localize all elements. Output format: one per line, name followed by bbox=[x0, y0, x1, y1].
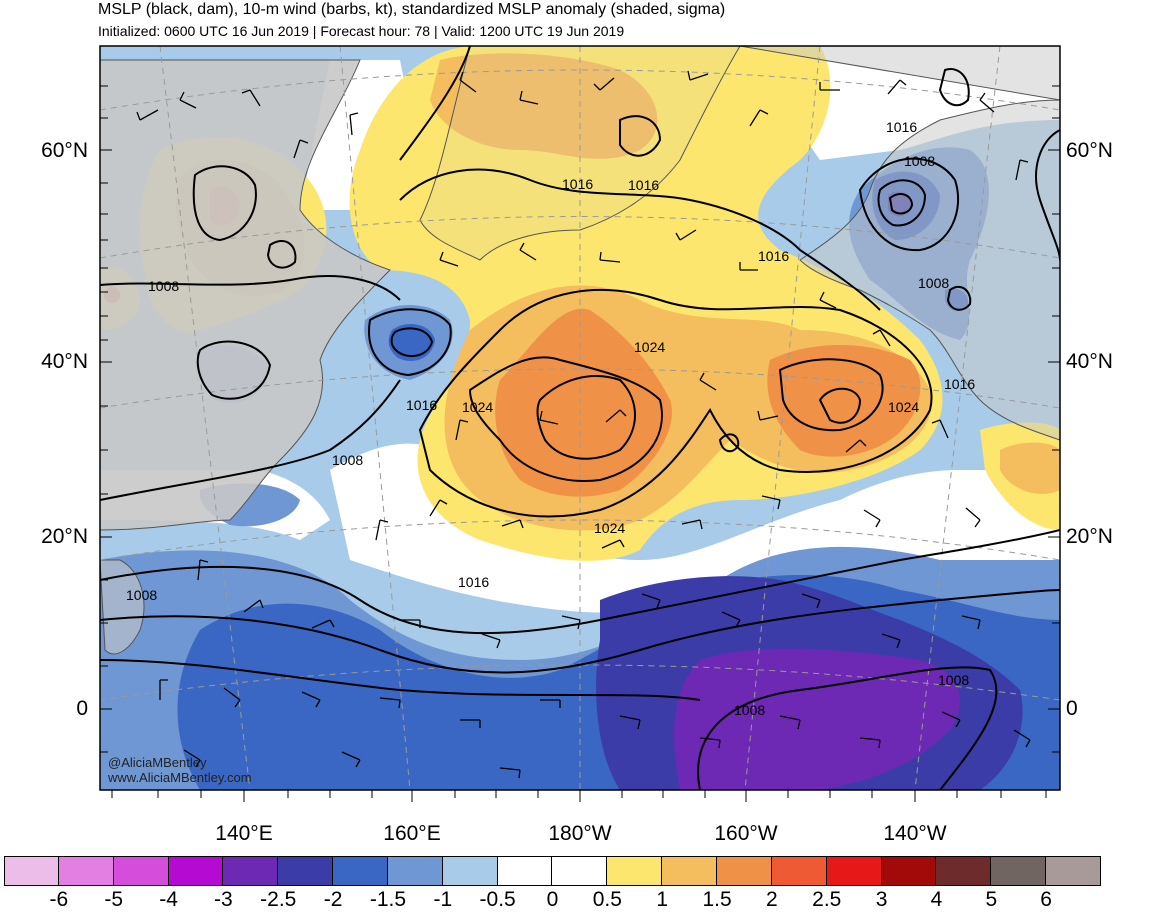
colorbar-label: 0 bbox=[546, 888, 559, 911]
colorbar-label: -1 bbox=[433, 888, 453, 911]
wind-barbs bbox=[136, 70, 1031, 779]
colorbar-label: 1.5 bbox=[702, 888, 732, 911]
lon-label: 140°E bbox=[215, 822, 273, 845]
colorbar-label: -1.5 bbox=[369, 888, 407, 911]
lat-label-left: 40°N bbox=[41, 350, 88, 373]
colorbar-label: 4 bbox=[930, 888, 943, 911]
lat-label-right: 60°N bbox=[1066, 139, 1113, 162]
colorbar-label: -3 bbox=[214, 888, 233, 911]
colorbar-label: 2.5 bbox=[812, 888, 842, 911]
negative-anomaly-purple bbox=[674, 648, 960, 790]
lon-label: 160°W bbox=[714, 822, 778, 845]
credit-handle: @AliciaMBentley bbox=[108, 755, 207, 770]
chart-title: MSLP (black, dam), 10-m wind (barbs, kt)… bbox=[98, 1, 726, 18]
colorbar-swatch bbox=[497, 856, 553, 886]
colorbar-label: 5 bbox=[985, 888, 998, 911]
colorbar-label: -6 bbox=[49, 888, 69, 911]
colorbar-swatch bbox=[223, 856, 279, 886]
colorbar-swatch bbox=[168, 856, 224, 886]
colorbar-label: 0.5 bbox=[592, 888, 622, 911]
isobar-labels: 1016 1016 1016 1008 1008 1008 1008 1016 … bbox=[126, 119, 975, 718]
isobar-label: 1016 bbox=[886, 119, 917, 135]
isobar-label: 1024 bbox=[462, 399, 493, 415]
colorbar-swatch bbox=[771, 856, 827, 886]
isobar-label: 1016 bbox=[406, 397, 437, 413]
colorbar-swatch bbox=[333, 856, 388, 886]
colorbar-swatch bbox=[387, 856, 443, 886]
lat-label-left: 0 bbox=[76, 697, 88, 720]
lat-label-right: 0 bbox=[1066, 697, 1078, 720]
colorbar-swatch bbox=[936, 856, 992, 886]
colorbar-label: 6 bbox=[1040, 888, 1052, 911]
colorbar bbox=[4, 856, 1101, 886]
isobar-label: 1016 bbox=[628, 177, 659, 193]
isobar-label: 1008 bbox=[332, 452, 363, 468]
isobar-label: 1008 bbox=[734, 702, 765, 718]
lat-label-left: 20°N bbox=[41, 525, 88, 548]
isobar-label: 1016 bbox=[758, 248, 789, 264]
colorbar-label: -2.5 bbox=[260, 888, 297, 911]
lon-label: 140°W bbox=[883, 822, 947, 845]
isobar-label: 1008 bbox=[938, 672, 969, 688]
isobar-label: 1024 bbox=[594, 520, 625, 536]
colorbar-swatch bbox=[442, 856, 498, 886]
lon-label: 180°W bbox=[548, 822, 612, 845]
lat-label-right: 20°N bbox=[1066, 525, 1113, 548]
isobar-label: 1016 bbox=[944, 376, 975, 392]
colorbar-swatch bbox=[716, 856, 772, 886]
colorbar-swatch bbox=[607, 856, 663, 886]
colorbar-swatch bbox=[881, 856, 937, 886]
isobar-label: 1024 bbox=[888, 399, 919, 415]
isobar-label: 1024 bbox=[634, 339, 665, 355]
lat-label-left: 60°N bbox=[41, 139, 88, 162]
land-masses bbox=[100, 46, 1060, 655]
colorbar-swatch bbox=[4, 856, 59, 886]
graticule bbox=[100, 46, 1060, 790]
colorbar-swatch bbox=[991, 856, 1047, 886]
colorbar-label: -5 bbox=[104, 888, 124, 911]
tick-marks bbox=[100, 85, 1060, 802]
lat-label-right: 40°N bbox=[1066, 350, 1113, 373]
colorbar-swatch bbox=[826, 856, 882, 886]
colorbar-swatch bbox=[552, 856, 608, 886]
colorbar-label: 3 bbox=[875, 888, 888, 911]
colorbar-swatch bbox=[1046, 856, 1101, 886]
colorbar-swatch bbox=[113, 856, 169, 886]
colorbar-swatch bbox=[662, 856, 717, 886]
colorbar-label: -4 bbox=[159, 888, 178, 911]
colorbar-label: -2 bbox=[323, 888, 343, 911]
colorbar-label: 2 bbox=[766, 888, 778, 911]
colorbar-swatch bbox=[58, 856, 114, 886]
lon-label: 160°E bbox=[383, 822, 441, 845]
isobar-label: 1008 bbox=[918, 275, 949, 291]
colorbar-label: -0.5 bbox=[479, 888, 516, 911]
isobar-label: 1008 bbox=[126, 587, 157, 603]
isobar-label: 1016 bbox=[562, 176, 593, 192]
isobar-label: 1008 bbox=[904, 153, 935, 169]
colorbar-swatch bbox=[278, 856, 334, 886]
credit-site: www.AliciaMBentley.com bbox=[108, 770, 252, 785]
isobar-label: 1008 bbox=[148, 278, 179, 294]
colorbar-label: 1 bbox=[656, 888, 669, 911]
chart-subtitle: Initialized: 0600 UTC 16 Jun 2019 | Fore… bbox=[98, 23, 625, 39]
positive-anomaly-dark-orange bbox=[210, 186, 921, 497]
isobars bbox=[100, 46, 1060, 790]
isobar-label: 1016 bbox=[458, 574, 489, 590]
